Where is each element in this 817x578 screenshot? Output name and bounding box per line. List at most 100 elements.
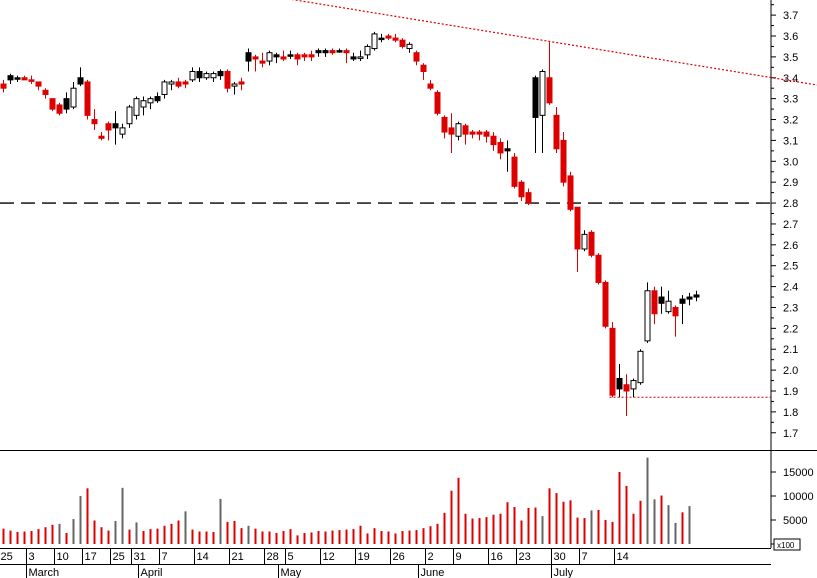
candle-body	[28, 79, 35, 82]
price-tick-label: 3.7	[783, 10, 798, 22]
candle	[427, 79, 434, 91]
candle-body	[532, 77, 539, 118]
candle-body	[56, 104, 63, 114]
price-tick-label: 3.2	[783, 115, 798, 127]
candle	[483, 129, 490, 143]
candle-body	[637, 350, 644, 384]
price-tick-label: 3.4	[783, 73, 798, 85]
candle	[315, 48, 322, 57]
candle	[574, 206, 581, 272]
day-label: 28	[267, 551, 279, 563]
candle	[259, 52, 266, 68]
day-label: 2	[428, 551, 434, 563]
candle-body	[140, 100, 147, 108]
candle-body	[546, 77, 553, 104]
candle-body	[322, 50, 329, 54]
candle-body	[21, 77, 28, 81]
candle	[392, 33, 399, 43]
candle-body	[651, 290, 658, 315]
candle	[490, 132, 497, 151]
candle	[308, 50, 315, 62]
candle	[651, 286, 658, 325]
price-tick-label: 2.2	[783, 323, 798, 335]
candle-body	[427, 83, 434, 89]
day-label: 31	[134, 551, 146, 563]
candle	[224, 69, 231, 93]
candle-body	[147, 98, 154, 104]
price-tick-label: 3.0	[783, 156, 798, 168]
price-tick-label: 3.6	[783, 31, 798, 43]
candle-body	[224, 71, 231, 89]
price-pane: 1.7 1.8 1.9 2.0 2.1 2.2 2.3 2.4 2.5 2.6 2.7 2.8 2.9 3…	[0, 0, 817, 548]
candle	[462, 123, 469, 145]
candle-body	[63, 98, 70, 110]
candle-body	[0, 83, 7, 89]
candle	[301, 52, 308, 62]
candle	[693, 290, 700, 302]
day-label: 25	[1, 551, 13, 563]
candle-body	[196, 71, 203, 79]
price-tick-label: 3.3	[783, 94, 798, 106]
candle-body	[91, 119, 98, 125]
candle-body	[483, 131, 490, 137]
candle	[126, 104, 133, 128]
candle-body	[581, 233, 588, 250]
candle	[581, 230, 588, 252]
candle-body	[511, 156, 518, 187]
candle-body	[665, 300, 672, 313]
day-label: 25	[113, 551, 125, 563]
candle-body	[210, 73, 217, 79]
candle-body	[392, 37, 399, 41]
candle	[203, 71, 210, 80]
candle	[112, 111, 119, 145]
candle	[63, 92, 70, 114]
candle-body	[77, 77, 84, 85]
candle	[637, 349, 644, 385]
candle-body	[217, 71, 224, 77]
candle	[504, 140, 511, 172]
candle	[336, 48, 343, 53]
candle	[602, 280, 609, 329]
candle	[644, 282, 651, 343]
day-label: 14	[617, 551, 629, 563]
candle-body	[287, 54, 294, 57]
candle-body	[420, 64, 427, 72]
candle	[175, 77, 182, 89]
candle-body	[35, 81, 42, 87]
price-tick-label: 2.0	[783, 365, 798, 377]
candle	[280, 50, 287, 62]
candle	[98, 132, 105, 141]
candle	[343, 48, 350, 64]
month-label: July	[554, 567, 574, 578]
candle-body	[203, 73, 210, 79]
candle	[406, 42, 413, 53]
candle-body	[462, 125, 469, 135]
candle-body	[84, 81, 91, 116]
candle-body	[266, 52, 273, 62]
day-label: 16	[491, 551, 503, 563]
price-tick-label: 2.1	[783, 344, 798, 356]
candle-body	[630, 380, 637, 390]
volume-unit-label: x100	[777, 541, 795, 550]
candle	[518, 180, 525, 201]
candle-body	[616, 377, 623, 390]
candle-body	[413, 52, 420, 62]
day-label: 30	[554, 551, 566, 563]
candle-body	[126, 106, 133, 125]
day-label: 14	[197, 551, 209, 563]
day-label: 19	[358, 551, 370, 563]
candle	[42, 88, 49, 99]
candle-body	[644, 290, 651, 342]
price-tick-label: 2.5	[783, 261, 798, 273]
candle-body	[553, 114, 560, 150]
candle-body	[273, 54, 280, 58]
candle-body	[357, 56, 364, 59]
candle-body	[336, 50, 343, 53]
candle	[14, 75, 21, 82]
candle	[511, 152, 518, 189]
candle-body	[560, 139, 567, 183]
candle	[679, 294, 686, 325]
candle-body	[42, 89, 49, 95]
candle	[35, 81, 42, 91]
